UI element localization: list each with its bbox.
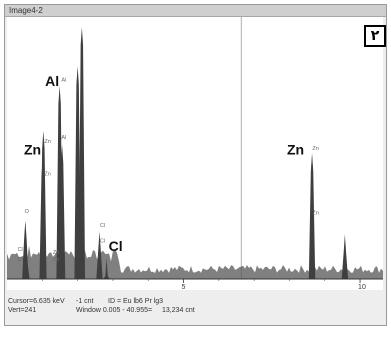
- peak-unlabeled-7: [78, 27, 86, 279]
- status-row-2: Vert=241 Window 0.005 - 40.955= 13,234 c…: [8, 306, 383, 315]
- peak-mark-2: Al: [61, 78, 66, 84]
- id-readout: ID = Eu lb6 Pr lg3: [108, 298, 164, 305]
- element-label-al-0: Al: [45, 73, 59, 89]
- count-readout: -1 cnt: [76, 298, 94, 305]
- element-label-cl-3: Cl: [109, 238, 123, 254]
- peak-cl-8: [96, 231, 103, 279]
- peak-mark-11: Zn: [53, 250, 59, 256]
- peak-mark-12: Zn: [53, 257, 59, 263]
- integral-readout: 13,234 cnt: [162, 307, 195, 314]
- status-bar: Cursor=6.635 keV -1 cnt ID = Eu lb6 Pr l…: [8, 297, 383, 323]
- spectrum-plot[interactable]: 5 10 Zn Zn Al Al O Cl Cl Zn Zn Cl Cl Zn Zn Al Zn Zn Cl: [7, 17, 383, 290]
- window-readout: Window 0.005 - 40.955=: [76, 307, 153, 314]
- figure-number-badge: ۲: [364, 25, 386, 47]
- peak-cl-9: [103, 258, 110, 279]
- cursor-readout: Cursor=6.635 keV: [8, 298, 65, 305]
- peak-zn-11: [341, 234, 349, 279]
- window-titlebar: Image4-2: [5, 5, 386, 17]
- peak-o-1: [22, 220, 29, 279]
- vert-readout: Vert=241: [8, 307, 37, 314]
- window-title: Image4-2: [9, 6, 43, 15]
- peak-mark-10: Cl: [100, 239, 105, 245]
- element-label-zn-2: Zn: [287, 141, 304, 157]
- x-tick-label-10: 10: [358, 284, 366, 290]
- peak-mark-4: O: [25, 209, 30, 215]
- status-row-1: Cursor=6.635 keV -1 cnt ID = Eu lb6 Pr l…: [8, 297, 383, 306]
- peak-mark-0: Zn: [44, 139, 50, 145]
- x-tick-label-5: 5: [182, 284, 186, 290]
- peak-zn-10: [308, 153, 316, 279]
- peak-mark-6: Cl: [18, 257, 23, 263]
- peak-mark-8: Zn: [312, 211, 318, 217]
- peak-mark-7: Zn: [312, 146, 318, 152]
- element-label-zn-1: Zn: [24, 141, 41, 157]
- peak-al-5: [58, 144, 66, 279]
- peak-mark-5: Cl: [18, 247, 23, 253]
- peak-mark-1: Zn: [44, 171, 50, 177]
- peak-zn-3: [40, 130, 47, 279]
- peak-mark-9: Cl: [100, 223, 105, 229]
- peak-mark-3: Al: [61, 135, 66, 141]
